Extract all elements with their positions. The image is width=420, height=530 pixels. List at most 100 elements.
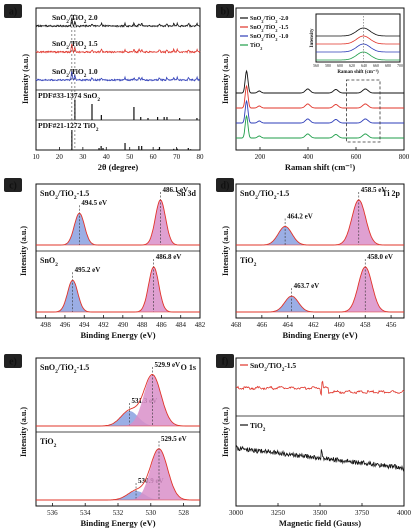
series-line <box>235 380 405 397</box>
sample-label: SnO2/TiO2-1.5 <box>40 189 89 201</box>
x-tick-label: 494 <box>79 321 90 329</box>
series-line <box>236 99 404 124</box>
y-axis-label: Intensity (a.u.) <box>19 407 28 457</box>
panel-tag: c) <box>4 178 22 192</box>
x-tick-label: 800 <box>399 153 410 161</box>
fit-component-fill <box>36 213 200 245</box>
sample-label: TiO2 <box>40 437 57 449</box>
inset-tick-label: 600 <box>337 64 343 68</box>
series-line <box>35 70 201 82</box>
panel-tag-bg <box>4 354 22 368</box>
plot-frame-a <box>35 7 201 151</box>
x-axis-label: Binding Energy (eV) <box>282 330 357 340</box>
inset-x-label: Raman shift (cm⁻¹) <box>337 69 379 75</box>
fit-component-fill <box>36 411 200 426</box>
panel-tag-label: d) <box>221 181 230 192</box>
fit-component-fill <box>36 280 200 312</box>
panel-tag-bg <box>216 178 234 192</box>
inset-region-box <box>345 79 381 143</box>
x-tick-label: 600 <box>351 153 362 161</box>
inset-tick-label: 620 <box>349 64 355 68</box>
plot-frame-b <box>235 7 405 151</box>
legend-label: SnO2/TiO2 -1.5 <box>250 25 288 33</box>
legend-label: SnO2/TiO2 1.5 <box>52 39 98 51</box>
x-tick-label: 462 <box>308 321 319 329</box>
legend-label: SnO2/TiO2 1.0 <box>52 67 98 79</box>
core-level-title: O 1s <box>181 363 196 372</box>
x-tick-label: 60 <box>150 153 158 161</box>
y-axis-label: Intensity (a.u.) <box>21 54 30 104</box>
x-axis-label: Binding Energy (eV) <box>80 330 155 340</box>
legend-label: TiO2 <box>250 421 266 433</box>
envelope-line <box>36 199 200 246</box>
x-tick-label: 536 <box>47 509 58 517</box>
sample-label: SnO2/TiO2-1.5 <box>40 363 89 375</box>
sample-label: SnO2/TiO2-1.5 <box>240 189 289 201</box>
x-tick-label: 532 <box>113 509 124 517</box>
panel-tag: d) <box>216 178 234 192</box>
series-line <box>236 69 404 94</box>
x-tick-label: 3000 <box>229 509 244 517</box>
fit-component-fill <box>36 200 200 245</box>
envelope-line <box>36 448 200 501</box>
peak-label: 486.1 eV <box>162 186 188 194</box>
x-tick-label: 40 <box>103 153 111 161</box>
panel-tag-label: f) <box>222 357 229 368</box>
inset-series-line <box>316 27 400 37</box>
x-tick-label: 50 <box>126 153 134 161</box>
peak-label: 463.7 eV <box>294 282 320 290</box>
panel-tag: f) <box>216 354 234 368</box>
peak-label: 486.8 eV <box>156 253 182 261</box>
envelope-line <box>36 374 200 427</box>
peak-label: 494.5 eV <box>81 199 107 207</box>
panel-tag-label: c) <box>9 181 17 192</box>
y-axis-label: Intensity (a.u.) <box>221 54 230 104</box>
inset-series-line <box>316 43 400 53</box>
series-line <box>236 114 404 139</box>
y-axis-label: Intensity (a.u.) <box>19 226 28 276</box>
panel-tag-bg <box>4 4 22 18</box>
legend-label: SnO2/TiO2 -1.0 <box>250 34 288 42</box>
legend-label: SnO2/TiO2-1.5 <box>250 361 296 373</box>
x-tick-label: 496 <box>60 321 71 329</box>
inset-series-line <box>316 35 400 45</box>
series-line <box>35 17 201 28</box>
panel-tag-label: a) <box>9 7 17 18</box>
x-tick-label: 456 <box>386 321 397 329</box>
x-tick-label: 200 <box>255 153 266 161</box>
x-tick-label: 10 <box>33 153 41 161</box>
inset-tick-label: 640 <box>361 64 367 68</box>
x-tick-label: 492 <box>98 321 109 329</box>
envelope-line <box>36 266 200 313</box>
x-axis-label: 2θ (degree) <box>98 162 139 172</box>
fit-component-fill <box>236 200 404 245</box>
x-tick-label: 458 <box>360 321 371 329</box>
inset-tick-label: 680 <box>385 64 391 68</box>
x-tick-label: 484 <box>175 321 186 329</box>
core-level-title: Ti 2p <box>382 189 400 198</box>
panel-tag: e) <box>4 354 22 368</box>
fit-component-fill <box>236 267 404 312</box>
inset-frame <box>315 13 401 63</box>
y-axis-label: Intensity (a.u.) <box>221 226 230 276</box>
panel-tag: a) <box>4 4 22 18</box>
peak-label: 458.5 eV <box>361 186 387 194</box>
x-tick-label: 3500 <box>313 509 328 517</box>
x-tick-label: 464 <box>282 321 293 329</box>
peak-label: 529.5 eV <box>161 435 187 443</box>
x-tick-label: 70 <box>173 153 181 161</box>
x-tick-label: 528 <box>178 509 189 517</box>
legend-label: TiO2 <box>250 43 262 51</box>
x-tick-label: 20 <box>56 153 64 161</box>
peak-label: 529.9 eV <box>154 361 180 369</box>
inset-y-label: Intensity <box>310 28 315 47</box>
legend-label: SnO2/TiO2 2.0 <box>52 13 98 25</box>
x-tick-label: 4000 <box>397 509 412 517</box>
x-tick-label: 3750 <box>355 509 370 517</box>
inset-tick-label: 700 <box>397 64 403 68</box>
x-tick-label: 488 <box>137 321 148 329</box>
x-tick-label: 468 <box>231 321 242 329</box>
inset-tick-label: 580 <box>325 64 331 68</box>
series-line <box>35 43 201 55</box>
